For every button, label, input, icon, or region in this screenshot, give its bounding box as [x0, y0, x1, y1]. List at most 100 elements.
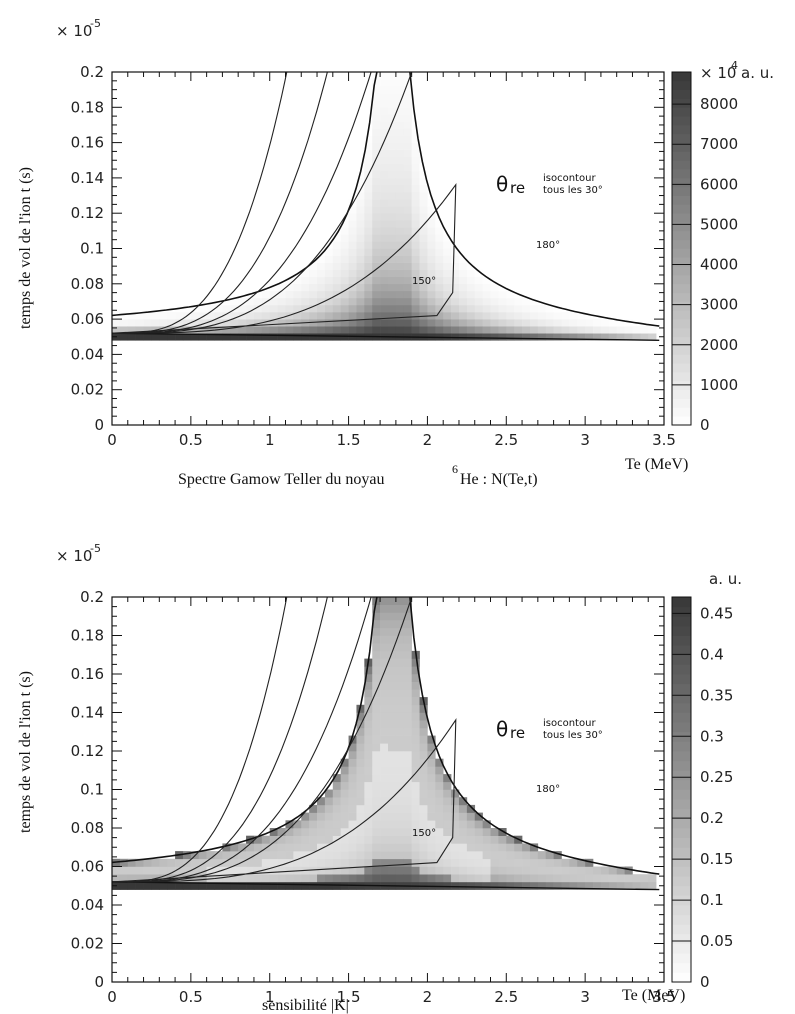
heatmap-cell — [388, 319, 397, 327]
heatmap-cell — [324, 804, 334, 813]
heatmap-cell — [403, 874, 412, 883]
heatmap-cell — [372, 858, 381, 867]
heatmap-cell — [427, 319, 436, 327]
heatmap-cell — [380, 184, 389, 193]
heatmap-cell — [380, 206, 389, 214]
heatmap-cell — [411, 304, 420, 313]
heatmap-cell — [135, 319, 144, 327]
heatmap-cell — [403, 689, 412, 698]
heatmap-cell — [222, 858, 231, 867]
heatmap-cell — [356, 781, 365, 790]
heatmap-cell — [522, 312, 531, 320]
heatmap-cell — [624, 319, 633, 327]
heatmap-cell — [151, 312, 160, 320]
heatmap-cell — [380, 107, 389, 115]
heatmap-cell — [309, 828, 318, 836]
heatmap-cell — [498, 304, 507, 313]
heatmap-cell — [253, 312, 263, 320]
heatmap-cell — [301, 290, 310, 299]
heatmap-cell — [388, 828, 397, 836]
heatmap-cell — [380, 213, 389, 221]
y-axis-title: temps de vol de l'ion t (s) — [17, 167, 34, 329]
heatmap-cell — [466, 297, 476, 306]
heatmap-cell — [356, 797, 365, 806]
heatmap-cell — [332, 297, 341, 306]
heatmap-cell — [474, 297, 483, 306]
heatmap-cell — [600, 333, 610, 341]
heatmap-cell — [175, 312, 184, 320]
heatmap-cell — [506, 866, 515, 875]
heatmap-cell — [119, 858, 129, 867]
heatmap-cell — [372, 149, 381, 158]
heatmap-cell — [427, 804, 436, 813]
heatmap-cell — [514, 319, 523, 327]
heatmap-cell — [356, 255, 365, 263]
heatmap-cell — [466, 290, 476, 299]
heatmap-cell — [127, 319, 136, 327]
y-axis-ticks: 00.020.040.060.080.10.120.140.160.180.2 — [71, 63, 664, 434]
heatmap-cell — [451, 312, 460, 320]
heatmap-cell — [167, 881, 176, 890]
heatmap-cell — [395, 727, 405, 736]
heatmap-cell — [214, 312, 223, 320]
heatmap-cell — [198, 851, 207, 860]
heatmap-cell — [143, 881, 152, 890]
heatmap-cell — [482, 283, 491, 292]
heatmap-cell — [522, 843, 531, 852]
heatmap-cell — [364, 820, 373, 829]
heatmap-cell — [356, 248, 365, 256]
heatmap-cell — [403, 276, 412, 285]
heatmap-cell — [482, 326, 491, 334]
heatmap-cell — [419, 804, 428, 813]
heatmap-cell — [388, 689, 397, 698]
y-tick-label: 0.02 — [71, 381, 104, 399]
heatmap-cell — [159, 326, 168, 334]
heatmap-cell — [443, 774, 452, 783]
heatmap-cell — [388, 156, 397, 165]
heatmap-cell — [372, 604, 381, 613]
heatmap-cell — [206, 881, 215, 890]
heatmap-cell — [293, 326, 302, 334]
colorbar-swatch — [672, 597, 691, 608]
heatmap-cell — [490, 290, 499, 299]
heatmap-cell — [395, 858, 405, 867]
heatmap-cell — [624, 881, 633, 890]
heatmap-cell — [427, 751, 436, 759]
heatmap-cell — [332, 797, 341, 806]
heatmap-cell — [364, 184, 373, 193]
heatmap-cell — [388, 704, 397, 713]
heatmap-cell — [143, 319, 152, 327]
heatmap-cell — [261, 881, 271, 890]
heatmap-cell — [514, 874, 523, 883]
heatmap-cell — [529, 881, 539, 890]
heatmap-cell — [356, 312, 365, 320]
heatmap-cell — [238, 326, 247, 334]
heatmap-cell — [395, 72, 405, 80]
heatmap-cell — [222, 297, 231, 306]
heatmap-cell — [364, 276, 373, 285]
colorbar-swatch — [672, 389, 691, 399]
heatmap-cell — [388, 312, 397, 320]
heatmap-cell — [301, 812, 310, 821]
heatmap-cell — [419, 766, 428, 775]
heatmap-cell — [388, 234, 397, 242]
heatmap-cell — [364, 851, 373, 860]
heatmap-cell — [569, 866, 578, 875]
theta-symbol: θ — [496, 717, 508, 741]
heatmap-cell — [348, 220, 357, 228]
heatmap-cell — [348, 206, 357, 214]
heatmap-cell — [332, 804, 341, 813]
heatmap-cell — [372, 100, 381, 108]
heatmap-cell — [340, 220, 349, 228]
heatmap-cell — [380, 170, 389, 179]
heatmap-cell — [403, 93, 412, 101]
heatmap-cell — [608, 881, 617, 890]
heatmap-cell — [458, 290, 468, 299]
heatmap-cell — [522, 866, 531, 875]
heatmap-cell — [411, 213, 420, 221]
heatmap-cell — [419, 283, 428, 292]
heatmap-cell — [380, 163, 389, 172]
heatmap-cell — [380, 820, 389, 829]
heatmap-cell — [364, 751, 373, 759]
heatmap-cell — [238, 866, 247, 875]
